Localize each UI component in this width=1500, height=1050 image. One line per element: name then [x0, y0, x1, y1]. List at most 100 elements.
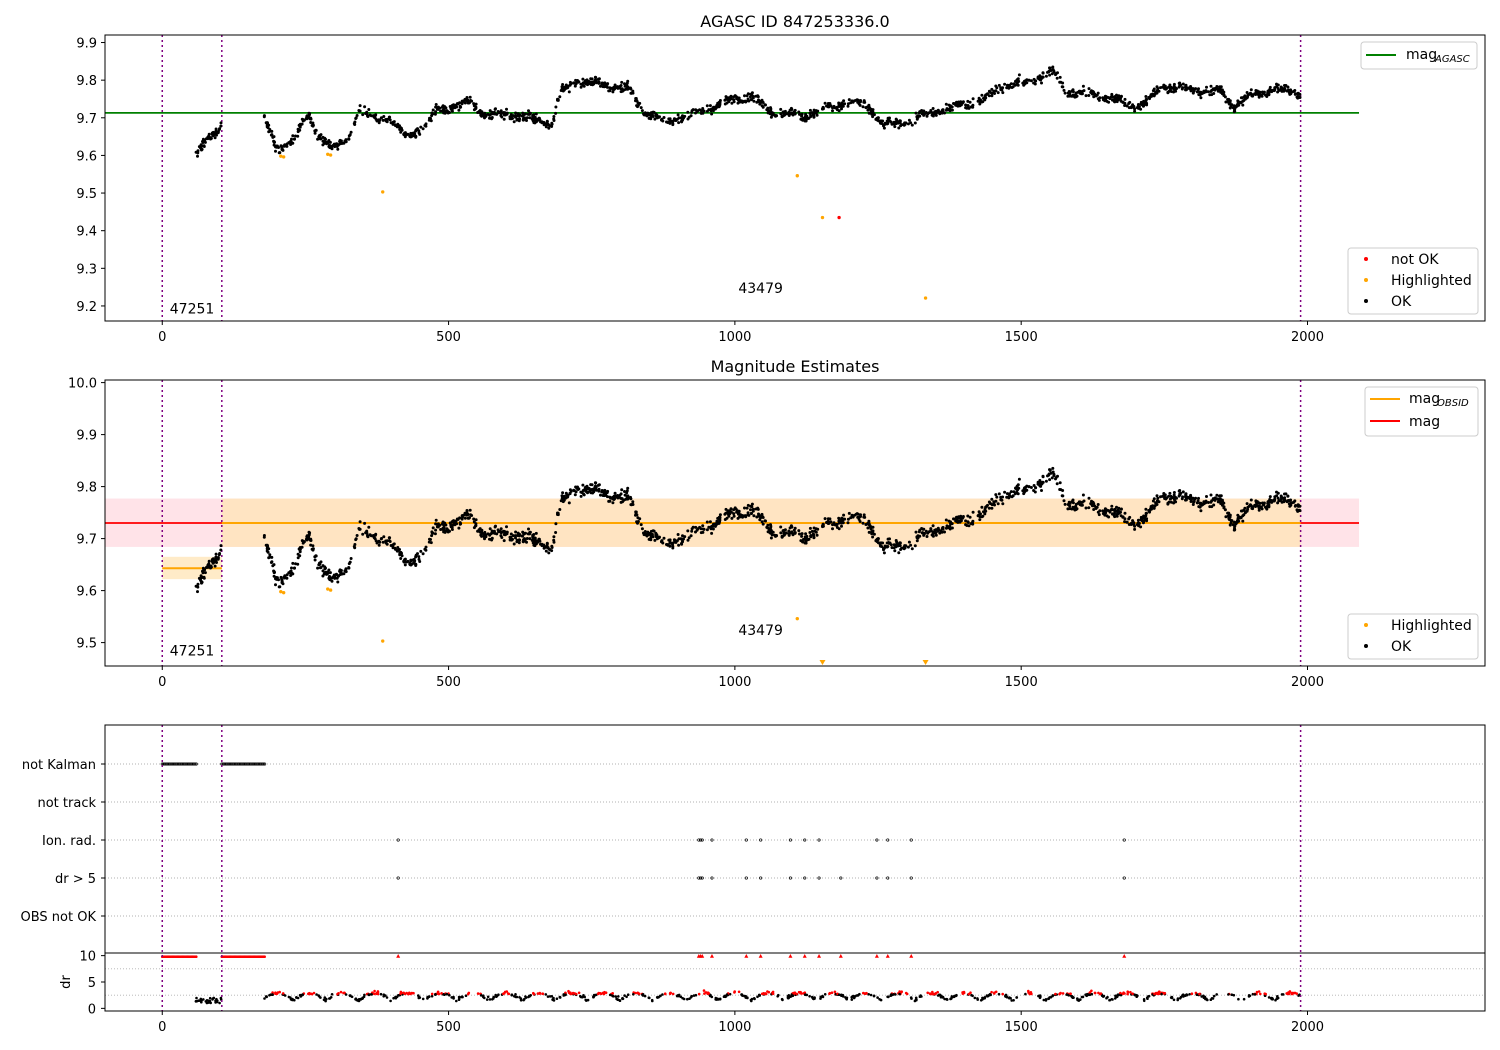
ok-point [395, 549, 399, 553]
ok-point [1165, 86, 1169, 90]
ok-point [348, 133, 352, 137]
ok-point [544, 549, 548, 553]
ok-point [816, 527, 820, 531]
agasc-legend-label: mag [1406, 47, 1437, 63]
dr-point [209, 1001, 212, 1005]
dr-axis-label: dr [59, 975, 74, 989]
ok-point [979, 512, 982, 516]
ok-point [1003, 82, 1007, 86]
ok-point [1084, 94, 1088, 98]
ok-point [495, 532, 499, 536]
flag-event-marker [886, 876, 890, 880]
ok-point [1017, 477, 1021, 481]
dr-high-point [373, 989, 376, 993]
dr-point [621, 997, 624, 1001]
ok-point [1198, 93, 1202, 97]
legend-highlighted-label: Highlighted [1391, 273, 1472, 289]
ok-point [671, 121, 675, 125]
ok-point [1198, 505, 1202, 509]
ok-point [380, 537, 383, 540]
ok-point [448, 105, 452, 108]
ok-point [812, 108, 816, 112]
ok-point [196, 590, 199, 594]
ok-point [1036, 482, 1040, 486]
ok-point [354, 538, 358, 542]
highlighted-point [795, 616, 799, 621]
ok-point [579, 494, 583, 498]
ok-point [1267, 93, 1271, 97]
dr-high-point [771, 992, 774, 995]
ok-point [1132, 521, 1136, 525]
dr-high-point [312, 991, 316, 995]
ok-point [1010, 495, 1014, 499]
dr-point [1211, 997, 1215, 1000]
ok-point [938, 112, 942, 116]
ok-point [554, 105, 558, 109]
ok-point [986, 92, 989, 96]
ok-point [626, 494, 630, 498]
ok-point [417, 557, 421, 561]
ok-point [434, 528, 438, 532]
ok-point [889, 120, 893, 124]
ok-point [1178, 81, 1182, 85]
ok-point [488, 527, 492, 531]
ok-point [396, 546, 400, 549]
flag-event-marker [194, 762, 198, 766]
ok-point [922, 533, 926, 537]
ok-point [736, 101, 740, 105]
estimates-ytick-label: 9.9 [76, 429, 97, 444]
ok-point [1156, 496, 1160, 500]
ok-point [1295, 95, 1299, 99]
ok-point [853, 99, 857, 103]
ok-point [590, 77, 594, 81]
ok-point [554, 111, 558, 115]
dr-high-point [766, 990, 769, 993]
ok-point [1032, 484, 1036, 487]
ok-point [997, 83, 1001, 87]
ok-point [757, 512, 760, 516]
ok-point [751, 507, 755, 511]
ok-point [1027, 485, 1031, 489]
ok-point [758, 102, 762, 106]
ok-point [980, 93, 984, 97]
ok-point [445, 527, 449, 531]
ok-point [856, 515, 860, 519]
dr-point [488, 998, 492, 1001]
ok-point [1184, 498, 1187, 502]
ok-point [645, 533, 649, 537]
ok-point [590, 483, 594, 487]
ok-point [316, 137, 320, 141]
ok-point [614, 85, 617, 89]
ok-point [278, 151, 282, 155]
ok-point [1119, 514, 1123, 518]
ok-point [756, 507, 760, 511]
ok-point [490, 531, 494, 535]
dr-point [1188, 993, 1191, 996]
dr-point [1172, 998, 1176, 1002]
ok-point [1168, 497, 1172, 501]
ok-point [741, 100, 744, 104]
ok-point [681, 539, 684, 543]
ok-point [483, 111, 487, 115]
ok-point [1017, 73, 1021, 77]
ok-point [743, 94, 746, 98]
ok-point [1266, 89, 1270, 93]
ok-point [458, 104, 462, 108]
dr-point [938, 994, 941, 997]
ok-point [1098, 96, 1102, 100]
highlighted-point [328, 588, 333, 592]
ok-point [592, 490, 596, 494]
ok-point [876, 541, 880, 545]
dr-high-point [830, 991, 834, 994]
dr-point [1242, 997, 1246, 1001]
flag-event-marker [1122, 838, 1126, 842]
ok-point [677, 543, 681, 547]
ok-point [1157, 89, 1161, 93]
ok-point [465, 99, 469, 103]
ok-point [393, 546, 397, 550]
dr-point [1253, 993, 1257, 996]
ok-point [1129, 106, 1133, 110]
ok-point [214, 552, 218, 556]
ok-point [676, 533, 680, 536]
ok-point [361, 532, 365, 536]
